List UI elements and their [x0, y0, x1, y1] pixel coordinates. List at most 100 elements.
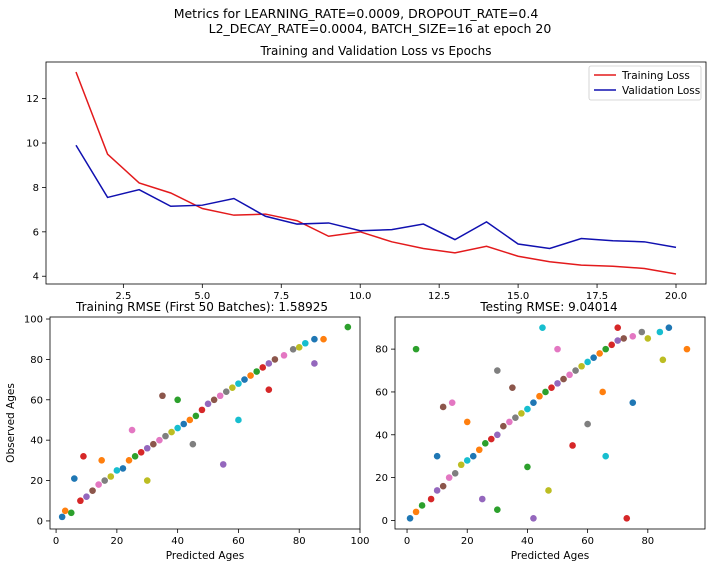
testing-point — [512, 414, 519, 421]
training-point — [128, 426, 136, 434]
testing-point — [518, 410, 525, 417]
testing-ytick-label: 0 — [382, 516, 388, 527]
legend-box — [588, 65, 702, 101]
testing-point — [536, 392, 543, 400]
training-point — [311, 335, 318, 343]
training-point — [295, 343, 303, 351]
testing-point — [545, 487, 552, 494]
training-xtick-label: 60 — [232, 536, 245, 547]
loss-legend: Training Loss Validation Loss — [588, 65, 702, 101]
series-line-training-loss — [75, 71, 677, 275]
testing-scatter-chart: Testing RMSE: 9.04014 0 20 40 60 80 0 20 40 60 80… — [375, 300, 706, 562]
training-point — [80, 453, 87, 460]
training-axis-ticks: 0 20 40 60 80 100 0 20 40 60 80 100 — [24, 315, 370, 547]
training-point — [289, 346, 297, 353]
testing-point — [494, 506, 501, 514]
training-scatter-title: Training RMSE (First 50 Batches): 1.5892… — [75, 300, 328, 314]
testing-point — [457, 461, 465, 469]
testing-xtick-label: 80 — [641, 536, 654, 547]
training-point — [83, 493, 90, 500]
testing-xlabel: Predicted Ages — [511, 550, 589, 562]
training-point — [259, 364, 267, 371]
testing-plot-area — [394, 316, 706, 530]
training-point — [229, 384, 236, 391]
testing-point — [530, 514, 537, 522]
testing-xtick-label: 20 — [461, 536, 474, 547]
testing-point — [412, 345, 420, 353]
testing-point — [614, 337, 622, 344]
training-point — [156, 436, 163, 444]
testing-point — [542, 388, 549, 396]
training-point — [168, 428, 175, 436]
testing-point — [602, 452, 609, 460]
loss-xtick-label: 15.0 — [507, 291, 529, 302]
training-point — [320, 335, 327, 343]
training-point — [271, 356, 279, 363]
loss-xtick-label: 10.0 — [349, 291, 371, 302]
training-point — [113, 467, 121, 474]
testing-point — [506, 418, 513, 426]
testing-xtick-label: 40 — [521, 536, 534, 547]
training-point — [58, 513, 66, 521]
training-point — [61, 507, 69, 515]
training-point — [162, 432, 169, 440]
testing-point — [469, 452, 477, 460]
loss-xtick-label: 5.0 — [194, 291, 210, 302]
training-point — [216, 392, 224, 400]
loss-xtick-label: 20.0 — [665, 291, 687, 302]
loss-lines — [75, 71, 677, 275]
testing-point — [578, 362, 585, 370]
testing-point — [623, 514, 631, 522]
testing-point — [569, 442, 576, 449]
testing-point — [509, 384, 516, 391]
testing-point — [572, 367, 579, 374]
training-point — [89, 487, 96, 494]
training-point — [143, 444, 151, 452]
testing-point — [644, 335, 652, 342]
testing-point — [524, 405, 531, 413]
training-point — [71, 475, 78, 482]
testing-point — [439, 482, 447, 490]
testing-point — [629, 332, 637, 340]
testing-point — [596, 350, 603, 357]
loss-xtick-label: 17.5 — [586, 291, 608, 302]
testing-point — [614, 324, 622, 332]
training-point — [241, 376, 248, 383]
training-point — [95, 481, 102, 488]
testing-point — [406, 514, 414, 522]
training-point — [186, 416, 194, 424]
testing-point — [554, 380, 561, 387]
training-ylabel: Observed Ages — [5, 383, 17, 463]
testing-ytick-label: 40 — [375, 430, 388, 441]
loss-xtick-label: 12.5 — [428, 291, 450, 302]
training-point — [131, 453, 139, 460]
training-point — [119, 465, 127, 472]
loss-ytick-label: 8 — [33, 183, 39, 194]
loss-xtick-label: 2.5 — [115, 291, 131, 302]
training-point — [137, 448, 145, 456]
testing-point — [602, 345, 609, 353]
training-point — [235, 380, 242, 387]
testing-point — [659, 356, 667, 364]
loss-axis-ticks: 2.5 5.0 7.5 10.0 12.5 15.0 17.5 20.0 4 6 8 10 12 — [26, 94, 687, 302]
training-points — [58, 323, 352, 521]
training-ytick-label: 20 — [30, 476, 43, 487]
testing-xtick-label: 60 — [581, 536, 594, 547]
training-point — [180, 420, 188, 428]
testing-point — [683, 345, 691, 353]
training-point — [107, 473, 115, 480]
legend-label-validation-loss: Validation Loss — [622, 85, 700, 97]
figure-suptitle-line2: L2_DECAY_RATE=0.0004, BATCH_SIZE=16 at e… — [209, 21, 552, 36]
testing-point — [433, 452, 441, 460]
training-point — [219, 461, 227, 468]
testing-point — [656, 328, 664, 336]
training-point — [247, 372, 254, 379]
testing-point — [439, 403, 447, 411]
training-point — [280, 352, 288, 359]
testing-point — [638, 328, 646, 336]
loss-xtick-label: 7.5 — [273, 291, 289, 302]
testing-point — [451, 470, 459, 477]
testing-point — [629, 399, 637, 406]
training-point — [253, 368, 260, 375]
training-point — [98, 457, 105, 464]
